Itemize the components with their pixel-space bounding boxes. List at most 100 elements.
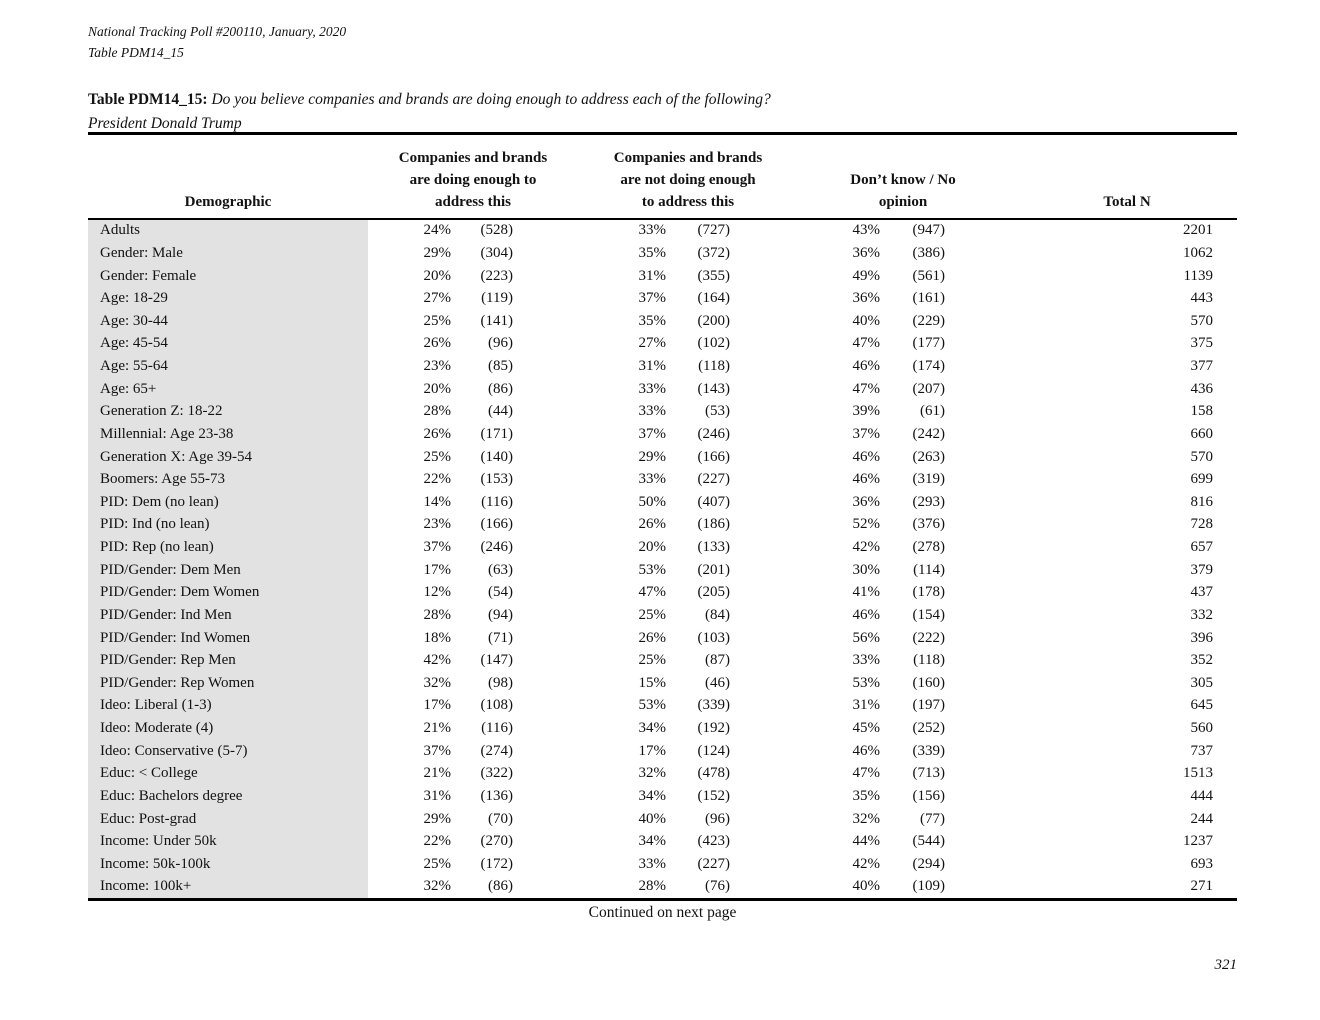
row-dont-know-pct: 45% [852,720,881,737]
row-demographic: PID/Gender: Dem Women [88,581,368,605]
row-dont-know-n: (118) [913,652,945,669]
row-dont-know-pct: 36% [852,244,881,261]
row-not-doing-enough-pct: 27% [638,335,667,352]
table-row: Age: 30-44 25% (141) 35% (200) 40% (229)… [88,310,1237,333]
row-total-n: 271 [1190,878,1214,895]
row-total-n: 437 [1190,584,1214,601]
row-dont-know-n: (178) [912,584,946,601]
row-doing-enough-n: (96) [488,335,513,352]
row-dont-know-n: (376) [912,516,946,533]
row-total-n: 737 [1190,742,1214,759]
table-row: Ideo: Liberal (1-3) 17% (108) 53% (339) … [88,694,1237,718]
table-row: Boomers: Age 55-73 22% (153) 33% (227) 4… [88,468,1237,491]
row-doing-enough-n: (246) [480,539,514,556]
row-total-n: 657 [1190,539,1214,556]
row-demographic: PID/Gender: Rep Men [88,649,368,672]
row-total-n: 1139 [1183,267,1213,284]
row-doing-enough-n: (54) [488,584,513,601]
table-top-rule [88,132,1237,135]
row-not-doing-enough-n: (200) [697,312,731,329]
row-doing-enough-pct: 37% [423,742,452,759]
row-dont-know-n: (713) [912,765,946,782]
row-doing-enough-pct: 29% [423,244,452,261]
row-dont-know-pct: 40% [852,312,881,329]
row-demographic: Gender: Male [88,242,368,265]
table-row: Income: 100k+ 32% (86) 28% (76) 40% (109… [88,875,1237,899]
row-dont-know-n: (77) [920,810,945,827]
row-dont-know-n: (156) [912,787,946,804]
row-not-doing-enough-pct: 32% [638,765,667,782]
row-doing-enough-n: (116) [481,720,513,737]
row-demographic: Generation X: Age 39-54 [88,445,368,469]
table-row: Ideo: Moderate (4) 21% (116) 34% (192) 4… [88,717,1237,740]
row-total-n: 728 [1190,516,1214,533]
row-total-n: 1062 [1183,244,1213,261]
row-dont-know-n: (174) [912,358,946,375]
row-doing-enough-pct: 29% [423,810,452,827]
row-total-n: 570 [1190,312,1214,329]
row-doing-enough-pct: 17% [423,697,452,714]
row-dont-know-n: (229) [912,312,946,329]
row-dont-know-pct: 42% [852,539,881,556]
row-dont-know-n: (561) [912,267,946,284]
row-not-doing-enough-pct: 26% [638,629,667,646]
table-row: Age: 65+ 20% (86) 33% (143) 47% (207) 43… [88,377,1237,401]
table-row: Adults 24% (528) 33% (727) 43% (947) 220… [88,219,1237,243]
row-not-doing-enough-pct: 47% [638,584,667,601]
row-doing-enough-n: (136) [480,787,514,804]
row-demographic: Generation Z: 18-22 [88,400,368,424]
row-not-doing-enough-n: (355) [697,267,731,284]
table-title: Table PDM14_15: Do you believe companies… [88,88,771,136]
row-dont-know-n: (319) [912,471,946,488]
row-not-doing-enough-n: (143) [697,380,731,397]
document-header: National Tracking Poll #200110, January,… [88,21,346,63]
header-demographic: Demographic [184,194,272,210]
row-dont-know-pct: 37% [852,425,881,442]
row-demographic: PID: Ind (no lean) [88,513,368,537]
row-doing-enough-n: (223) [480,267,514,284]
row-total-n: 158 [1190,403,1214,420]
table-body: Adults 24% (528) 33% (727) 43% (947) 220… [88,219,1237,899]
row-total-n: 2201 [1183,222,1213,239]
row-not-doing-enough-n: (118) [698,358,730,375]
row-demographic: Adults [88,219,368,243]
row-total-n: 816 [1190,493,1214,510]
row-not-doing-enough-n: (246) [697,425,731,442]
row-doing-enough-n: (140) [480,448,514,465]
row-dont-know-pct: 46% [852,606,881,623]
row-doing-enough-n: (166) [480,516,514,533]
row-doing-enough-n: (116) [481,493,513,510]
row-not-doing-enough-n: (133) [697,539,731,556]
row-total-n: 1513 [1183,765,1213,782]
row-demographic: Millennial: Age 23-38 [88,423,368,446]
row-demographic: Income: 100k+ [88,875,368,899]
row-not-doing-enough-n: (339) [697,697,731,714]
row-doing-enough-n: (270) [480,833,514,850]
row-doing-enough-n: (528) [480,222,514,239]
row-dont-know-n: (293) [912,493,946,510]
row-demographic: Ideo: Liberal (1-3) [88,694,368,718]
row-demographic: PID/Gender: Rep Women [88,672,368,695]
table-row: Age: 18-29 27% (119) 37% (164) 36% (161)… [88,287,1237,310]
row-not-doing-enough-pct: 53% [638,561,667,578]
row-demographic: PID/Gender: Ind Women [88,626,368,650]
row-not-doing-enough-n: (76) [705,878,730,895]
row-demographic: Age: 55-64 [88,355,368,378]
row-demographic: PID: Dem (no lean) [88,491,368,514]
row-doing-enough-pct: 26% [423,425,452,442]
row-total-n: 443 [1190,290,1214,307]
row-not-doing-enough-pct: 50% [638,493,667,510]
poll-results-table: Demographic Companies and brands are doi… [88,132,1237,902]
row-demographic: Ideo: Moderate (4) [88,717,368,740]
row-doing-enough-n: (304) [480,244,514,261]
table-bottom-rule [88,898,1237,902]
row-dont-know-n: (278) [912,539,946,556]
row-doing-enough-n: (94) [488,606,513,623]
row-not-doing-enough-pct: 28% [638,878,667,895]
header-dont-know: Don’t know / No opinion [850,172,956,210]
row-not-doing-enough-pct: 33% [638,222,667,239]
row-dont-know-pct: 39% [852,403,881,420]
row-doing-enough-n: (141) [480,312,514,329]
row-not-doing-enough-n: (423) [697,833,731,850]
row-demographic: Age: 18-29 [88,287,368,310]
